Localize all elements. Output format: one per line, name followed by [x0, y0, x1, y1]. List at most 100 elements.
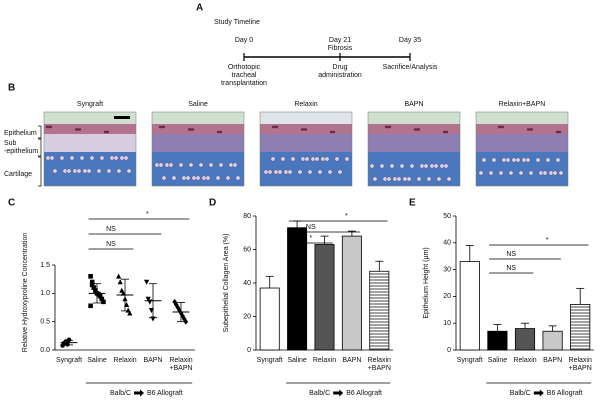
chondrocyte — [185, 175, 191, 181]
panel-letter: A — [196, 3, 203, 14]
chondrocyte — [552, 170, 558, 176]
error-bar — [465, 245, 474, 262]
y-axis-label: Relative Hydroxyproline Concentration — [22, 233, 29, 353]
dot — [175, 304, 181, 311]
subepithelium-layer — [368, 134, 460, 152]
chondrocyte — [518, 170, 524, 176]
significance-label: NS — [106, 226, 116, 233]
error-bar — [493, 324, 502, 332]
dot — [89, 282, 95, 288]
timeline-title: Study Timeline — [214, 19, 260, 26]
dot — [127, 310, 133, 316]
error-bar — [177, 301, 185, 323]
chondrocyte — [215, 175, 221, 181]
chondrocyte — [79, 155, 85, 161]
nucleus — [219, 130, 223, 134]
nucleus — [501, 125, 505, 129]
chondrocyte — [542, 170, 548, 176]
chondrocyte — [113, 155, 119, 161]
row-bracket — [38, 138, 42, 157]
chondrocyte — [558, 170, 564, 176]
nucleus — [417, 128, 421, 131]
chondrocyte — [76, 168, 82, 174]
chondrocyte — [386, 176, 392, 182]
chondrocyte — [508, 170, 514, 176]
dot — [173, 301, 179, 308]
subepithelium-layer — [260, 134, 352, 152]
bar — [341, 235, 362, 351]
row-bracket — [38, 156, 42, 187]
chondrocyte — [528, 170, 534, 176]
chondrocyte — [300, 156, 306, 162]
bar — [459, 261, 480, 351]
row-label: Cartilage — [4, 171, 32, 178]
chondrocyte — [273, 169, 279, 175]
chondrocyte — [392, 176, 398, 182]
nucleus — [388, 125, 392, 129]
chondrocyte — [369, 163, 375, 169]
error-bar — [521, 322, 529, 329]
day-label: Day 35 — [399, 37, 421, 44]
error-bar — [121, 278, 129, 312]
x-tick-label: Syngraft — [56, 357, 82, 364]
chondrocyte — [168, 162, 174, 168]
x-tick-label: Relaxin — [113, 357, 136, 364]
error-bar — [576, 287, 585, 305]
dot — [66, 337, 72, 343]
chondrocyte — [538, 170, 544, 176]
column-label: Relaxin+BAPN — [499, 101, 546, 108]
chondrocyte — [379, 163, 385, 169]
chondrocyte — [525, 157, 531, 163]
subepithelium-layer — [152, 134, 244, 152]
day-label: Day 21 — [329, 37, 351, 44]
x-tick-label: Syngraft — [257, 357, 283, 364]
chondrocyte — [106, 168, 112, 174]
nucleus — [49, 125, 53, 129]
dot — [89, 279, 95, 285]
image-frame — [151, 111, 245, 187]
x-tick-label: BAPN — [143, 357, 162, 364]
y-tick-label: 40 — [243, 280, 251, 287]
bar — [542, 330, 563, 351]
dot — [145, 296, 151, 302]
y-tick-label: 0.5 — [40, 319, 50, 326]
chondrocyte — [119, 155, 125, 161]
chondrocyte — [69, 155, 75, 161]
chondrocyte — [433, 163, 439, 169]
chondrocyte — [181, 175, 187, 181]
x-tick-label: Relaxin — [569, 357, 592, 364]
nucleus — [332, 130, 336, 134]
chondrocyte — [109, 155, 115, 161]
dot — [65, 342, 70, 347]
y-axis-label: Subepithelial Collagen Area (%) — [223, 234, 230, 333]
chondrocyte — [443, 163, 449, 169]
chondrocyte — [99, 155, 105, 161]
chondrocyte — [372, 176, 378, 182]
error-bar — [375, 260, 384, 272]
significance-label: NS — [306, 224, 316, 231]
chondrocyte — [423, 163, 429, 169]
cartilage-layer — [476, 152, 568, 186]
x-tick-label: BAPN — [342, 357, 361, 364]
chondrocyte — [511, 157, 517, 163]
error-bar — [293, 220, 302, 228]
row-label: Epithelium — [4, 130, 37, 137]
chondrocyte — [205, 175, 211, 181]
group-label: Balb/C — [309, 390, 330, 397]
chondrocyte — [304, 156, 310, 162]
chondrocyte — [287, 169, 293, 175]
chondrocyte — [232, 162, 238, 168]
significance-label: * — [345, 213, 348, 220]
cartilage-layer — [152, 152, 244, 186]
chondrocyte — [297, 169, 303, 175]
panel-letter: B — [8, 83, 15, 94]
chondrocyte — [235, 175, 241, 181]
x-tick-label: Relaxin — [368, 357, 391, 364]
y-tick-label: 20 — [243, 313, 251, 320]
bar — [287, 227, 308, 351]
chondrocyte — [66, 168, 72, 174]
significance-label: NS — [106, 241, 116, 248]
chondrocyte — [208, 162, 214, 168]
chondrocyte — [307, 169, 313, 175]
chondrocyte — [49, 155, 55, 161]
